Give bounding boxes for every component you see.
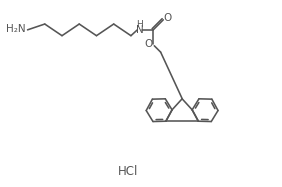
Text: H: H [136, 20, 143, 29]
Text: N: N [136, 25, 143, 35]
Text: HCl: HCl [118, 165, 138, 178]
Text: O: O [145, 39, 153, 49]
Text: H₂N: H₂N [6, 24, 25, 34]
Text: O: O [163, 13, 171, 23]
